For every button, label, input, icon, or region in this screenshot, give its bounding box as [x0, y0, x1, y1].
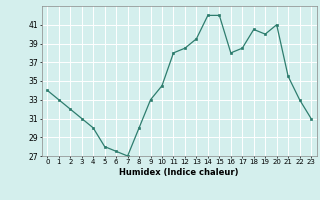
X-axis label: Humidex (Indice chaleur): Humidex (Indice chaleur)	[119, 168, 239, 177]
